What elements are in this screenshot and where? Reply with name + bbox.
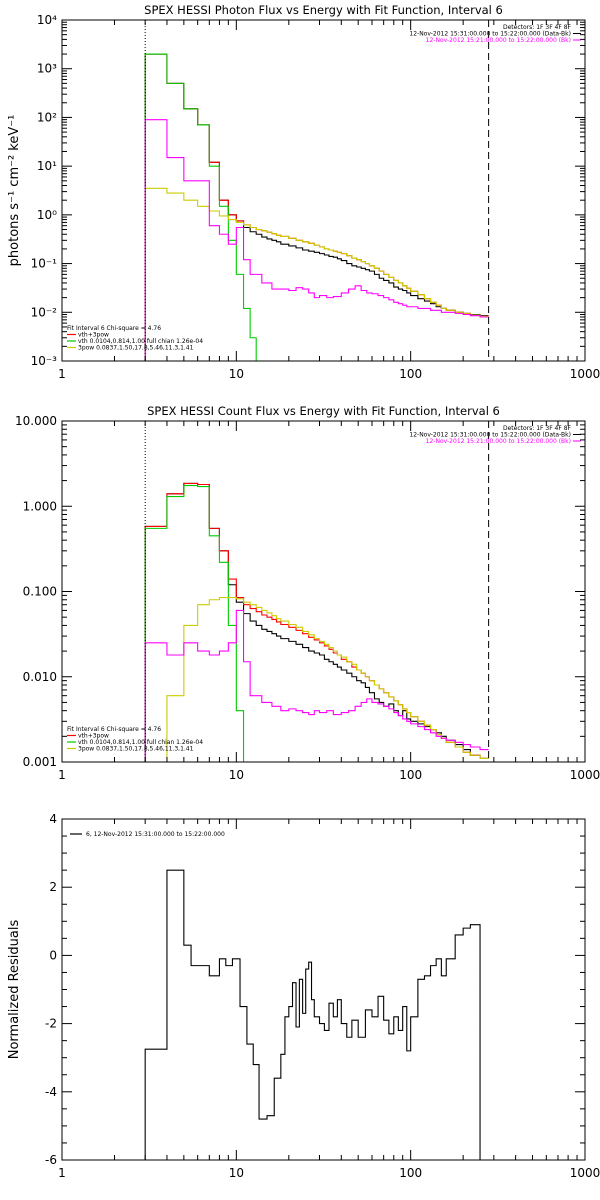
detector-info-text: 12-Nov-2012 15:31:00.000 to 15:22:00.000…: [409, 432, 571, 439]
x-tick-label: 1: [58, 768, 66, 782]
series-vth-3pow-line: [144, 482, 489, 762]
series-3pow-line: [144, 187, 489, 361]
plot-frame: [61, 818, 586, 1161]
y-tick-label: 0.001: [23, 755, 57, 769]
x-tick-label: 10: [229, 367, 244, 381]
residuals-panel: 1 10 100 1000 -6 -4 -2 0 2 4 Normalized Residuals 6…: [7, 812, 600, 1180]
x-tick-label: 100: [399, 768, 422, 782]
y-axis-label: Normalized Residuals: [7, 920, 22, 1060]
y-tick-label: 0: [49, 948, 57, 962]
x-tick-label: 100: [399, 1166, 422, 1180]
y-tick-label: 10⁴: [37, 13, 57, 27]
x-tick-label: 10: [229, 768, 244, 782]
legend-entry: 6, 12-Nov-2012 15:31:00.000 to 15:22:00.…: [86, 831, 225, 838]
x-tick-label: 1: [58, 1166, 66, 1180]
series-data-line: [144, 482, 489, 762]
detector-info-text: Detectors: 1F 3F 4F 8F: [503, 425, 572, 432]
fit-legend-header: Fit Interval 6 Chi-square = 4.76: [67, 325, 161, 332]
y-tick-label: 10⁻²: [31, 305, 58, 319]
legend-entry: vth 0.0104,0.814,1.00 full chian 1.26e-0…: [78, 338, 203, 345]
y-tick-label: 10.000: [15, 414, 57, 428]
legend-entry: vth 0.0104,0.814,1.00 full chian 1.26e-0…: [78, 739, 203, 746]
plot-frame: [61, 19, 586, 362]
y-tick-label: 10²: [37, 110, 57, 124]
series-background-line: [144, 119, 489, 361]
legend-entry: 3pow 0.0837,1.50,17.8,5.46,11.3,1.41: [78, 345, 194, 352]
plot-frame: [61, 420, 586, 763]
y-tick-label: -4: [45, 1085, 57, 1099]
y-tick-label: 10⁰: [37, 208, 57, 222]
y-tick-label: 0.010: [23, 670, 57, 684]
y-tick-label: 10³: [37, 62, 57, 76]
series-3pow-line: [144, 596, 489, 762]
series-vth-3pow-line: [144, 53, 489, 361]
detector-info-text: 12-Nov-2012 15:21:00.000 to 15:22:00.000…: [426, 438, 571, 445]
count-flux-panel: SPEX HESSI Count Flux vs Energy with Fit…: [15, 404, 600, 782]
legend-entry: vth+3pow: [78, 332, 109, 339]
photon-flux-panel: SPEX HESSI Photon Flux vs Energy with Fi…: [7, 3, 600, 381]
y-tick-label: -6: [45, 1153, 57, 1167]
series-vth-line: [144, 53, 257, 361]
y-tick-label: 0.100: [23, 585, 57, 599]
y-tick-label: 2: [49, 880, 57, 894]
y-tick-label: 10⁻³: [31, 354, 58, 368]
legend-entry: 3pow 0.0837,1.50,17.8,5.46,11.3,1.41: [78, 746, 194, 753]
chart-title: SPEX HESSI Photon Flux vs Energy with Fi…: [144, 3, 503, 17]
fit-legend-header: Fit Interval 6 Chi-square = 4.76: [67, 726, 161, 733]
y-tick-label: 1.000: [23, 499, 57, 513]
series-data-line: [144, 53, 489, 361]
y-tick-label: 4: [49, 812, 57, 826]
x-tick-label: 1000: [570, 768, 600, 782]
y-tick-label: 10¹: [37, 159, 57, 173]
y-tick-label: -2: [45, 1017, 57, 1031]
series-vth-line: [144, 484, 245, 762]
y-axis-label: photons s⁻¹ cm⁻² keV⁻¹: [7, 115, 22, 267]
y-tick-label: 10⁻¹: [31, 257, 58, 271]
legend-entry: vth+3pow: [78, 733, 109, 740]
x-tick-label: 1: [58, 367, 66, 381]
detector-info-text: Detectors: 1F 3F 4F 8F: [503, 24, 572, 31]
chart-title: SPEX HESSI Count Flux vs Energy with Fit…: [147, 404, 500, 418]
detector-info-text: 12-Nov-2012 15:31:00.000 to 15:22:00.000…: [409, 31, 571, 38]
x-tick-label: 100: [399, 367, 422, 381]
x-tick-label: 10: [229, 1166, 244, 1180]
x-tick-label: 1000: [570, 1166, 600, 1180]
series-background-line: [144, 609, 489, 762]
series-6-12-nov-2012-15-31-00-000-to-15-22-00-000-line: [144, 869, 489, 1160]
x-tick-label: 1000: [570, 367, 600, 381]
detector-info-text: 12-Nov-2012 15:21:00.000 to 15:22:00.000…: [426, 37, 571, 44]
